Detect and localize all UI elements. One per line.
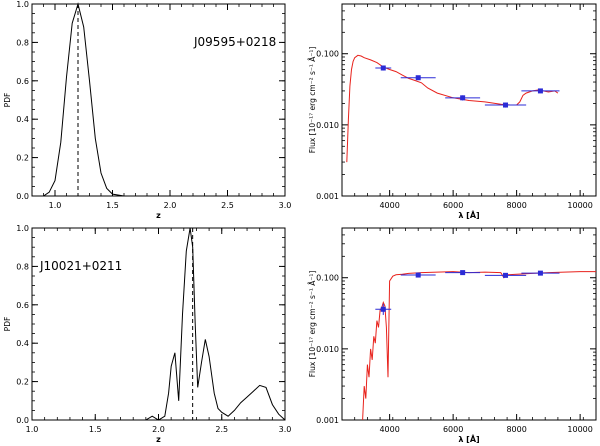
p4-model-spectrum [362, 271, 596, 421]
p2-model-spectrum [346, 54, 559, 163]
p3-xtick-label: 1.5 [89, 425, 102, 434]
p2-ytick-label: 0.100 [316, 50, 339, 59]
p3-ytick-label: 0.4 [16, 339, 29, 348]
p2-xtick-label: 10000 [567, 201, 592, 210]
p4-frame [341, 227, 597, 421]
p3-ytick-label: 1.0 [16, 224, 29, 233]
p3-xtick-label: 3.0 [279, 425, 292, 434]
p1-ytick-label: 0.2 [16, 154, 29, 163]
p4-ytick-label: 0.100 [316, 274, 339, 283]
p1-ylabel: PDF [3, 93, 12, 108]
p4-xlabel: λ [Å] [458, 434, 479, 444]
p3-ytick-label: 0.8 [16, 262, 29, 271]
p4-photometry-point [460, 270, 466, 276]
p1-ytick-label: 0.4 [16, 115, 29, 124]
p2-ytick-label: 0.001 [316, 192, 339, 201]
p1-ytick-label: 0.6 [16, 77, 29, 86]
p2-photometry-point [415, 75, 421, 81]
p2-xtick-label: 8000 [506, 201, 526, 210]
p3-ytick-label: 0.2 [16, 378, 29, 387]
p2-photometry-point [460, 95, 466, 101]
p2-photometry-point [380, 65, 386, 71]
p4-ytick-label: 0.001 [316, 416, 339, 425]
p1-frame [31, 3, 286, 197]
p1-pdf-curve [32, 2, 285, 197]
p1-ytick-label: 0.0 [16, 192, 29, 201]
p1-xtick-label: 1.5 [106, 201, 119, 210]
p1-ytick-label: 0.8 [16, 38, 29, 47]
p1-xtick-label: 1.0 [49, 201, 62, 210]
p2-ytick-label: 0.010 [316, 121, 339, 130]
p1-ytick-label: 1.0 [16, 0, 29, 9]
p1-xtick-label: 3.0 [279, 201, 292, 210]
p3-xtick-label: 1.0 [26, 425, 39, 434]
p3-ytick-label: 0.6 [16, 301, 29, 310]
p4-xtick-label: 6000 [443, 425, 463, 434]
p1-object-label: J09595+0218 [193, 35, 276, 49]
p3-object-label: J10021+0211 [39, 259, 122, 273]
p4-photometry-point [503, 272, 509, 278]
p3-pdf-curve [32, 227, 286, 421]
p4-xtick-label: 8000 [506, 425, 526, 434]
p2-xlabel: λ [Å] [458, 210, 479, 220]
p3-ytick-label: 0.0 [16, 416, 29, 425]
p1-xlabel: z [156, 211, 161, 220]
p2-photometry-point [503, 102, 509, 108]
p4-xtick-label: 4000 [379, 425, 399, 434]
p4-photometry-point [537, 270, 543, 276]
p1-xtick-label: 2.0 [164, 201, 177, 210]
p4-ytick-label: 0.010 [316, 345, 339, 354]
p1-xtick-label: 2.5 [221, 201, 234, 210]
p4-photometry-point [415, 272, 421, 278]
p3-xtick-label: 2.5 [215, 425, 228, 434]
p4-ylabel: Flux [10⁻¹⁷ erg cm⁻² s⁻¹ Å⁻¹] [308, 271, 317, 378]
p2-xtick-label: 6000 [443, 201, 463, 210]
p4-photometry-point [380, 306, 386, 312]
p2-xtick-label: 4000 [379, 201, 399, 210]
p3-frame [31, 227, 286, 421]
p3-xtick-label: 2.0 [152, 425, 165, 434]
p2-ylabel: Flux [10⁻¹⁷ erg cm⁻² s⁻¹ Å⁻¹] [308, 47, 317, 154]
p3-xlabel: z [156, 435, 161, 444]
p4-xtick-label: 10000 [567, 425, 592, 434]
p3-ylabel: PDF [3, 317, 12, 332]
p2-photometry-point [537, 88, 543, 94]
